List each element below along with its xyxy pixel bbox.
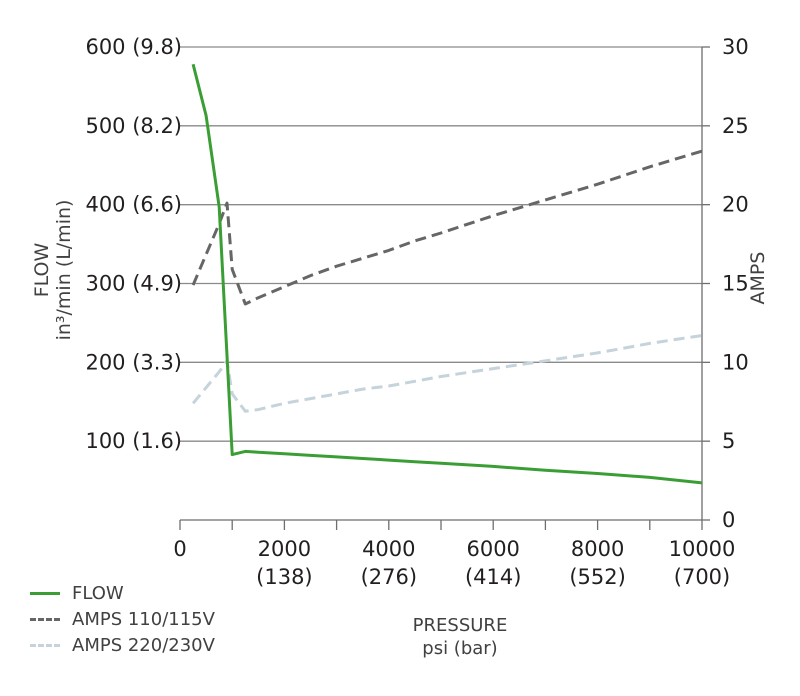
y-left-tick-label: 500 (8.2)	[85, 114, 182, 138]
x-tick-sublabel: (552)	[569, 565, 625, 589]
series-group	[191, 63, 703, 485]
x-tick-label: 4000	[362, 537, 415, 561]
x-tick-label: 8000	[571, 537, 624, 561]
legend-swatch-flow	[30, 591, 60, 595]
x-axis-units: psi (bar)	[422, 638, 498, 659]
y-right-tick-label: 10	[722, 350, 749, 374]
x-tick-sublabel: (414)	[465, 565, 521, 589]
legend-label-flow: FLOW	[72, 582, 124, 604]
axes	[179, 46, 710, 530]
y-left-axis-units: in³/min (L/min)	[53, 200, 75, 341]
x-axis-title-block: PRESSURE psi (bar)	[360, 614, 560, 660]
y-right-tick-label: 30	[722, 35, 749, 59]
y-right-tick-label: 5	[722, 429, 735, 453]
series-line-flow	[191, 63, 703, 485]
legend-item-flow: FLOW	[30, 580, 215, 606]
y-left-tick-label: 400 (6.6)	[85, 193, 182, 217]
legend-item-amps-110: AMPS 110/115V	[30, 606, 215, 632]
legend-label-amps-110: AMPS 110/115V	[72, 608, 215, 630]
x-tick-label: 0	[173, 537, 186, 561]
x-tick-sublabel: (276)	[361, 565, 417, 589]
y-left-axis-title: FLOW	[31, 243, 53, 298]
y-right-axis-title: AMPS	[747, 252, 769, 305]
x-axis-title: PRESSURE	[412, 615, 508, 636]
x-tick-label: 6000	[466, 537, 519, 561]
tick-labels: 0 2000(138)4000(276)6000(414)8000(552)100…	[85, 35, 748, 589]
legend-label-amps-220: AMPS 220/230V	[72, 634, 215, 656]
x-tick-sublabel: (138)	[256, 565, 312, 589]
y-left-tick-label: 100 (1.6)	[85, 429, 182, 453]
legend-swatch-amps-220	[30, 643, 60, 647]
y-right-tick-label: 0	[722, 508, 735, 532]
y-left-tick-label: 300 (4.9)	[85, 272, 182, 296]
y-left-tick-label: 600 (9.8)	[85, 35, 182, 59]
y-right-tick-label: 25	[722, 114, 749, 138]
x-tick-sublabel: (700)	[674, 565, 730, 589]
y-right-tick-label: 15	[722, 272, 749, 296]
legend-item-amps-220: AMPS 220/230V	[30, 632, 215, 658]
x-tick-label: 10000	[669, 537, 736, 561]
x-tick-label: 2000	[258, 537, 311, 561]
gridlines	[180, 46, 702, 442]
legend-swatch-amps-110	[30, 617, 60, 621]
legend: FLOW AMPS 110/115V AMPS 220/230V	[30, 580, 215, 658]
y-left-tick-label: 200 (3.3)	[85, 350, 182, 374]
y-right-tick-label: 20	[722, 193, 749, 217]
series-line-amps-110-115v	[191, 149, 703, 306]
series-line-amps-220-230v	[191, 334, 703, 413]
